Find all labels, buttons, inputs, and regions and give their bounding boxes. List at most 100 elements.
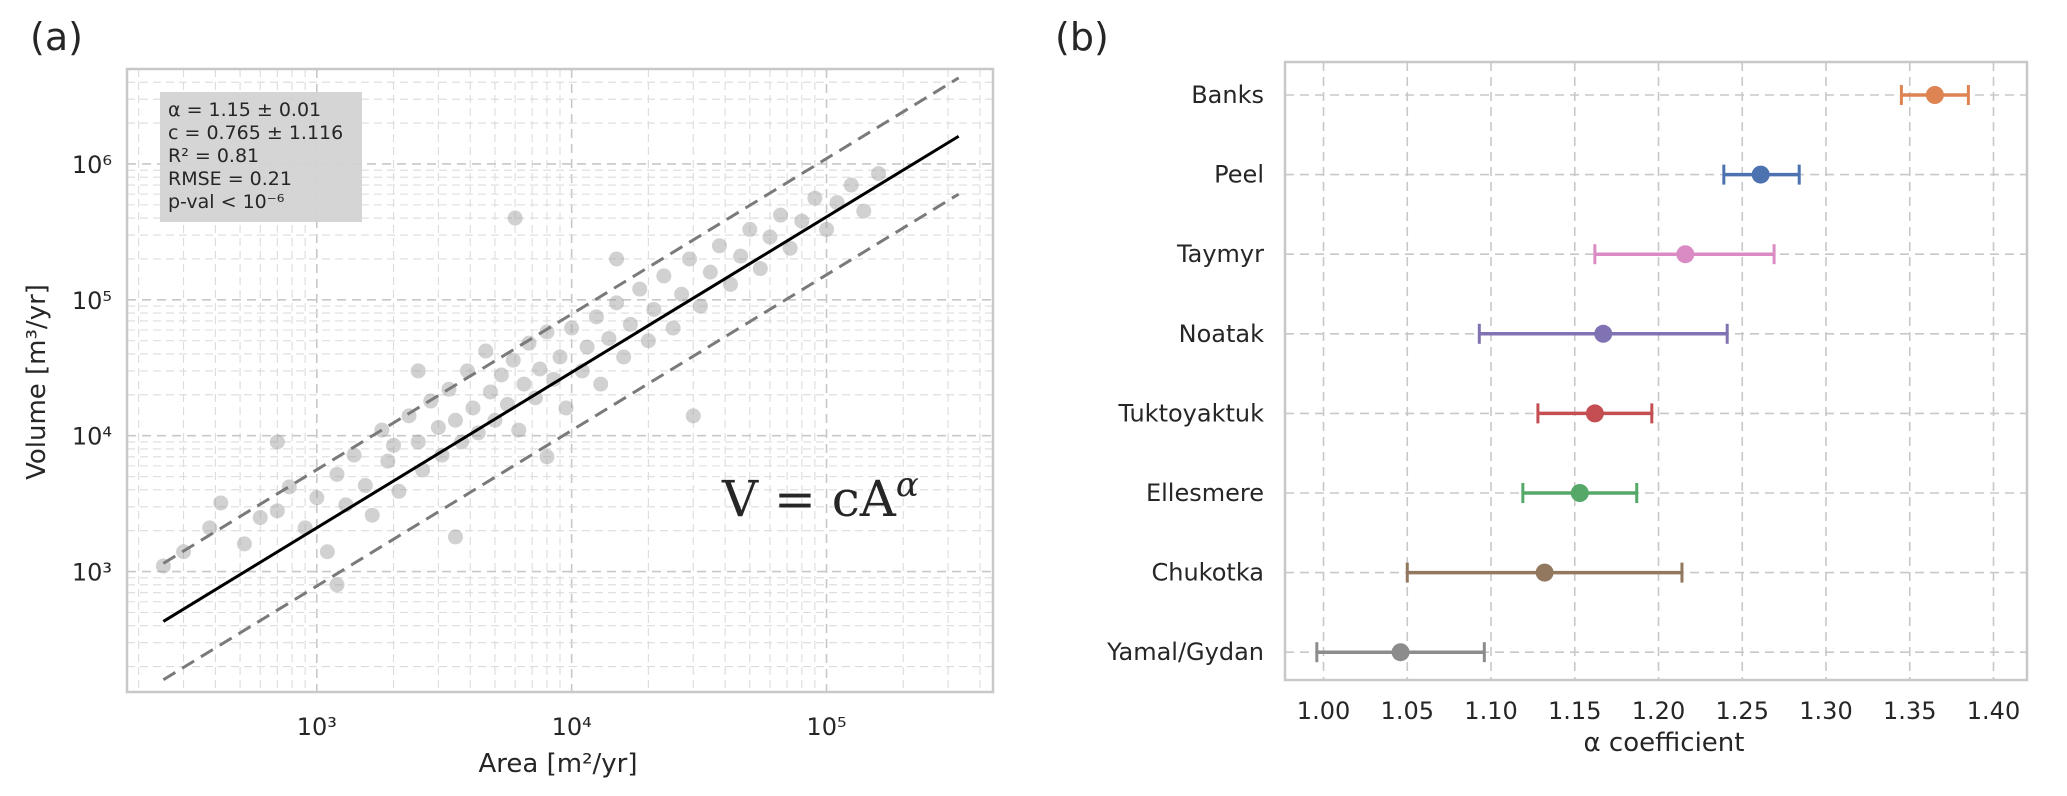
x-tick-label: 1.30 [1799,697,1852,725]
panel-a-letter: (a) [30,15,83,59]
data-point [773,207,789,223]
data-point [646,301,662,317]
data-point [682,251,698,267]
data-point [319,544,335,560]
data-point [702,264,718,280]
x-tick-label: 10³ [297,713,337,741]
data-point [685,408,701,424]
x-tick-label: 1.05 [1381,697,1434,725]
data-point [552,349,568,365]
panel-a-x-axis-title: Area [m²/yr] [479,749,638,779]
data-point [447,529,463,545]
data-point [478,343,494,359]
category-label: Ellesmere [1146,479,1264,507]
category-label: Yamal/Gydan [1106,638,1264,666]
data-point [794,213,810,229]
category-label: Taymyr [1176,240,1264,268]
data-point [609,251,625,267]
panel-b-grid [1285,62,2027,680]
data-point [546,371,562,387]
data-point [410,363,426,379]
panel-a-frame [125,67,995,694]
data-point [281,479,297,495]
alpha-point [1751,165,1770,184]
data-point [871,166,887,182]
data-point [410,434,426,450]
data-point [752,261,768,277]
alpha-point [1585,404,1604,423]
stats-line: α = 1.15 ± 0.01 [168,99,321,121]
data-point [507,210,523,226]
formula-base: V = cA [721,470,897,528]
x-tick-label: 1.15 [1548,697,1601,725]
alpha-point [1391,643,1410,662]
x-tick-label: 10⁵ [806,713,846,741]
data-point [856,203,872,219]
data-point [516,376,532,392]
category-label: Chukotka [1152,559,1265,587]
panel-a-y-axis-title: Volume [m³/yr] [22,284,52,480]
data-point [692,298,708,314]
x-tick-label: 10⁴ [552,713,592,741]
formula-exponent: α [896,465,919,505]
panel-b-errorbars [1315,85,1970,663]
data-point [843,177,859,193]
x-tick-label: 1.25 [1716,697,1769,725]
y-tick-label: 10⁶ [72,151,112,179]
data-point [527,390,543,406]
data-point [329,577,345,593]
alpha-point [1535,563,1554,582]
category-label: Peel [1214,161,1264,189]
data-point [213,495,229,511]
x-tick-label: 1.20 [1632,697,1685,725]
panel-a-grid [127,68,993,692]
data-point [640,333,656,349]
category-label: Tuktoyaktuk [1117,399,1264,427]
data-point [601,330,617,346]
data-point [430,419,446,435]
alpha-point [1594,324,1613,343]
lower-bound-line [162,192,960,682]
data-point [742,221,758,237]
data-point [656,268,672,284]
data-point [447,412,463,428]
alpha-point [1925,86,1944,104]
data-point [564,320,580,336]
data-point [588,309,604,325]
category-label: Noatak [1179,320,1264,348]
data-point [733,248,749,264]
data-point [269,503,285,519]
y-tick-label: 10³ [72,559,112,587]
data-point [357,478,373,494]
panel-a-y-ticks: 10³ 10⁴ 10⁵ 10⁶ [72,151,112,587]
data-point [386,437,402,453]
data-point [434,447,450,463]
data-point [622,316,638,332]
data-point [593,376,609,392]
panel-b-frame [1283,60,2029,682]
data-point [674,286,690,302]
data-point [493,367,509,383]
data-point [309,490,325,506]
data-point [609,295,625,311]
upper-bound-line [162,76,960,565]
x-tick-label: 1.00 [1297,697,1350,725]
stats-box [160,92,362,222]
fit-line [162,134,960,623]
alpha-point [1570,484,1589,502]
data-point [762,229,778,245]
data-point [470,425,486,441]
alpha-point [1676,245,1695,264]
scatter-points [155,166,887,593]
data-point [782,240,798,256]
data-point [819,221,835,237]
data-point [465,400,481,416]
data-point [579,339,595,355]
stats-line: c = 0.765 ± 1.116 [168,122,343,144]
data-point [364,507,380,523]
data-point [532,361,548,377]
data-point [511,422,527,438]
formula-label: V = cAα [721,465,919,528]
